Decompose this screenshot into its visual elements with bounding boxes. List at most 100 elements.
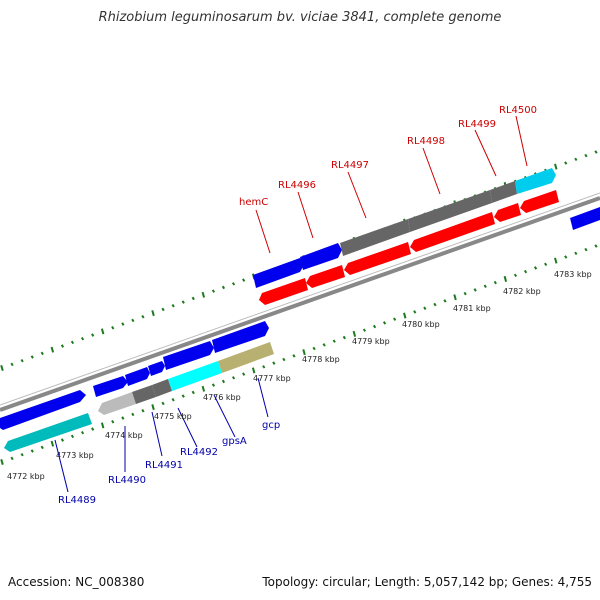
gene-arrow[interactable] (344, 242, 411, 275)
gene-arrow[interactable] (259, 278, 308, 305)
genome-backbone-line (0, 196, 600, 412)
gene-label-rl4489[interactable]: RL4489 (58, 495, 96, 506)
minor-tick (393, 317, 397, 321)
gene-label-gcp[interactable]: gcp (262, 420, 280, 431)
scale-label: 4781 kbp (453, 304, 491, 313)
major-tick (151, 404, 155, 411)
gene-block[interactable] (408, 190, 492, 232)
minor-tick (523, 269, 528, 274)
minor-tick (433, 302, 437, 307)
minor-tick (242, 278, 246, 282)
gene-label-rl4490[interactable]: RL4490 (108, 475, 146, 486)
minor-tick (362, 328, 367, 332)
minor-tick (60, 344, 65, 348)
minor-tick (332, 339, 336, 343)
minor-tick (10, 456, 14, 461)
gene-label-gpsa[interactable]: gpsA (222, 436, 247, 447)
gene-label-rl4498[interactable]: RL4498 (407, 136, 445, 147)
major-tick (100, 328, 105, 335)
gene-label-rl4491[interactable]: RL4491 (145, 460, 183, 471)
minor-tick (131, 318, 135, 323)
major-tick (100, 422, 105, 429)
gene-arrow[interactable] (300, 243, 342, 270)
major-tick (251, 367, 256, 374)
accession-text: Accession: NC_008380 (8, 575, 145, 589)
minor-tick (91, 333, 95, 337)
scale-label: 4773 kbp (56, 451, 94, 460)
scale-label: 4782 kbp (503, 287, 541, 296)
gene-label-rl4500[interactable]: RL4500 (499, 105, 537, 116)
reverse-strand-genes (4, 190, 559, 452)
gene-block[interactable] (132, 385, 156, 404)
minor-tick (60, 438, 65, 442)
gene-arrow[interactable] (98, 392, 136, 415)
minor-tick (584, 247, 588, 252)
minor-tick (221, 285, 226, 290)
gene-label-hemc[interactable]: hemC (239, 197, 268, 208)
gene-arrow[interactable] (253, 258, 304, 288)
scale-label: 4775 kbp (154, 412, 192, 421)
gene-arrow[interactable] (93, 376, 128, 397)
minor-tick (171, 303, 175, 308)
minor-tick (231, 376, 236, 380)
minor-tick (574, 251, 578, 256)
major-tick (554, 163, 558, 170)
gene-arrow[interactable] (515, 168, 556, 194)
minor-tick (372, 324, 377, 329)
gene-arrow[interactable] (163, 341, 214, 370)
minor-tick (161, 307, 165, 312)
minor-tick (473, 288, 477, 292)
scale-label: 4779 kbp (352, 337, 390, 346)
minor-tick (292, 354, 296, 358)
gene-block[interactable] (490, 181, 517, 203)
minor-tick (242, 372, 246, 376)
minor-tick (564, 161, 568, 165)
minor-tick (231, 282, 236, 286)
minor-tick (513, 273, 518, 278)
gene-label-rl4492[interactable]: RL4492 (180, 447, 218, 458)
minor-tick (70, 340, 75, 345)
minor-tick (221, 379, 226, 384)
gene-arrow[interactable] (125, 367, 150, 386)
minor-tick (493, 280, 497, 285)
minor-tick (544, 262, 548, 267)
minor-tick (40, 445, 44, 450)
minor-tick (20, 452, 24, 457)
gene-label-rl4497[interactable]: RL4497 (331, 160, 369, 171)
minor-tick (413, 310, 417, 314)
genome-summary-text: Topology: circular; Length: 5,057,142 bp… (262, 575, 592, 589)
minor-tick (312, 346, 316, 351)
minor-tick (111, 325, 115, 330)
minor-tick (594, 244, 598, 248)
gene-arrow[interactable] (410, 212, 495, 252)
major-tick (151, 310, 155, 317)
minor-tick (181, 300, 185, 304)
gene-arrow[interactable] (520, 190, 559, 213)
major-tick (0, 365, 4, 371)
gene-arrow[interactable] (570, 207, 600, 230)
forward-gene-labels: hemC RL4496 RL4497 RL4498 RL4499 RL4500 (239, 105, 537, 208)
minor-tick (382, 321, 387, 325)
gene-block[interactable] (340, 219, 410, 256)
gene-arrow[interactable] (148, 361, 165, 376)
scale-labels: 4772 kbp 4773 kbp 4774 kbp 4775 kbp 4776… (7, 270, 592, 481)
gene-arrow[interactable] (494, 203, 521, 222)
gene-arrow[interactable] (306, 265, 345, 288)
gene-block[interactable] (218, 342, 274, 373)
gene-label-rl4499[interactable]: RL4499 (458, 119, 496, 130)
gene-arrow[interactable] (212, 321, 269, 353)
gene-block[interactable] (168, 361, 222, 391)
minor-tick (141, 408, 145, 413)
minor-tick (574, 157, 578, 162)
minor-tick (121, 416, 125, 420)
gene-arrow[interactable] (0, 390, 86, 430)
gene-block[interactable] (152, 379, 172, 397)
minor-tick (80, 336, 85, 341)
gene-arrow[interactable] (4, 413, 92, 452)
gene-label-rl4496[interactable]: RL4496 (278, 180, 316, 191)
minor-tick (30, 355, 34, 359)
scale-label: 4774 kbp (105, 431, 143, 440)
minor-tick (171, 397, 175, 402)
major-tick (0, 459, 4, 465)
minor-tick (191, 296, 195, 301)
